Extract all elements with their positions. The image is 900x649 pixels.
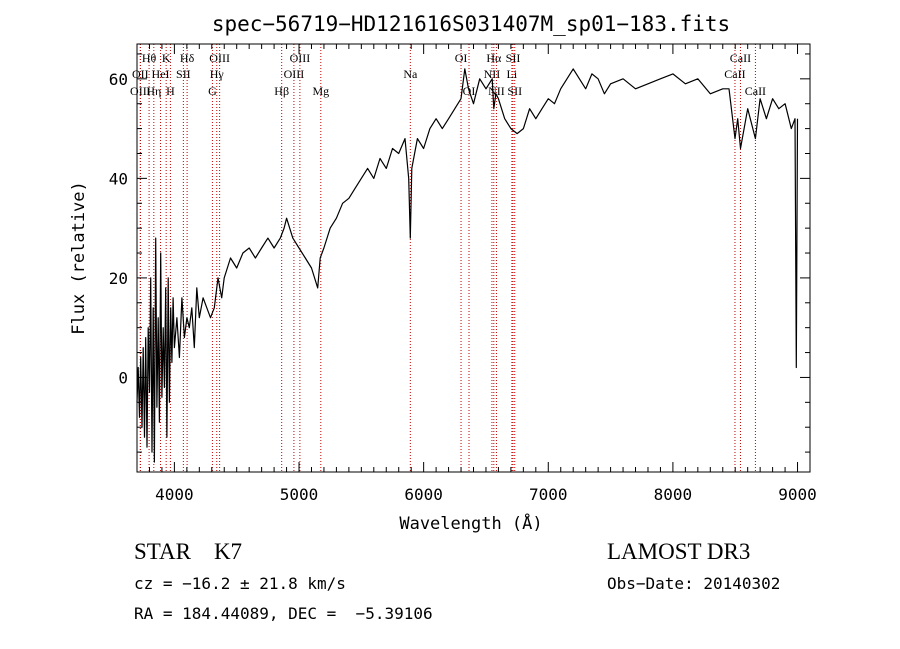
redshift-text: cz = −16.2 ± 21.8 km/s — [134, 574, 346, 593]
line-label: CaII — [745, 84, 766, 98]
line-label: OIII — [209, 51, 230, 65]
chart-title: spec−56719−HD121616S031407M_sp01−183.fit… — [212, 12, 730, 36]
plot-frame — [136, 43, 811, 473]
line-label: OIII — [130, 84, 151, 98]
line-label: Hγ — [210, 67, 225, 81]
obs-date-text: Obs−Date: 20140302 — [607, 574, 781, 593]
x-tick-label: 8000 — [654, 485, 693, 504]
object-class: STAR K7 — [134, 539, 243, 564]
spectral-line-markers — [139, 44, 756, 472]
x-tick-label: 4000 — [155, 485, 194, 504]
line-label: Hβ — [274, 84, 289, 98]
y-tick-label: 0 — [118, 368, 128, 387]
line-label: Hθ — [142, 51, 157, 65]
line-label: OIII — [290, 51, 311, 65]
line-label: Li — [507, 67, 518, 81]
line-label: G — [208, 84, 217, 98]
y-axis-label: Flux (relative) — [69, 181, 89, 335]
line-label: CaII — [730, 51, 751, 65]
line-label: Mg — [312, 84, 329, 98]
line-label: NII — [484, 67, 501, 81]
y-tick-label: 20 — [109, 269, 128, 288]
x-tick-label: 7000 — [529, 485, 568, 504]
y-tick-label: 60 — [109, 70, 128, 89]
line-label: SII — [176, 67, 191, 81]
line-label: OI — [455, 51, 468, 65]
line-label: OI — [463, 84, 476, 98]
axis-ticks: 4000 5000 6000 7000 8000 9000 0 20 40 60 — [109, 44, 817, 504]
x-axis-label: Wavelength (Å) — [399, 512, 542, 534]
coordinates-text: RA = 184.44089, DEC = −5.39106 — [134, 604, 433, 623]
line-label: SII — [507, 84, 522, 98]
line-label: Hη — [146, 84, 161, 98]
spectrum-series — [136, 68, 799, 463]
spectrum-line — [136, 68, 799, 463]
x-tick-label: 9000 — [778, 485, 817, 504]
line-label: Hδ — [180, 51, 195, 65]
line-label: Na — [403, 67, 418, 81]
line-label: OII — [132, 67, 149, 81]
line-label: OIII — [284, 67, 305, 81]
line-label: Hα — [486, 51, 502, 65]
y-tick-label: 40 — [109, 169, 128, 188]
line-label: K — [162, 51, 171, 65]
line-label: SII — [506, 51, 521, 65]
line-label: CaII — [724, 67, 745, 81]
x-tick-label: 6000 — [404, 485, 443, 504]
survey-name: LAMOST DR3 — [607, 539, 751, 564]
line-label: NII — [488, 84, 505, 98]
line-label: HeI — [152, 67, 170, 81]
line-label: H — [166, 84, 175, 98]
x-tick-label: 5000 — [280, 485, 319, 504]
